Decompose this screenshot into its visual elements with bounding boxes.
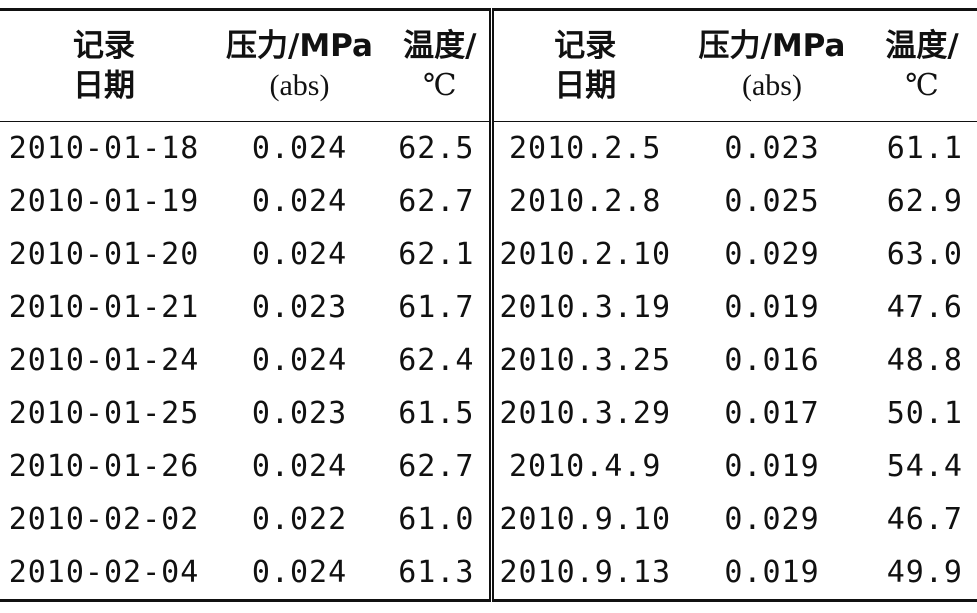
cell-pressure-left: 0.024 xyxy=(251,555,348,590)
table-row: 2010-02-02 0.022 61.0 2010.9.10 0.029 46… xyxy=(0,493,977,546)
cell-date-right: 2010.3.19 xyxy=(499,290,672,325)
table-row: 2010-01-19 0.024 62.7 2010.2.8 0.025 62.… xyxy=(0,175,977,228)
header-text: (abs) xyxy=(269,69,330,102)
cell-date-right: 2010.9.13 xyxy=(499,555,672,590)
header-temperature-left: 温度/ ℃ xyxy=(391,9,494,122)
cell-temperature-left: 62.5 xyxy=(391,121,494,175)
header-record-date-right: 记录 日期 xyxy=(491,9,677,122)
cell-temperature-right: 46.7 xyxy=(886,502,963,537)
table-header: 记录 日期 压力/MPa (abs) 温度/ ℃ 记录 日期 压力/MPa xyxy=(0,9,977,122)
cell-pressure-left: 0.023 xyxy=(251,290,348,325)
cell-temperature-left: 62.7 xyxy=(391,175,494,228)
cell-date-left: 2010-01-21 xyxy=(8,290,200,325)
table-row: 2010-01-25 0.023 61.5 2010.3.29 0.017 50… xyxy=(0,387,977,440)
cell-temperature-right: 61.1 xyxy=(886,131,963,166)
cell-date-left: 2010-01-18 xyxy=(8,131,200,166)
header-text: 记录 xyxy=(73,28,135,64)
cell-date-left: 2010-01-19 xyxy=(8,184,200,219)
cell-pressure-left: 0.022 xyxy=(251,502,348,537)
cell-pressure-right: 0.017 xyxy=(724,396,820,431)
header-pressure-left: 压力/MPa (abs) xyxy=(208,9,391,122)
cell-pressure-right: 0.019 xyxy=(724,290,820,325)
header-text: 压力/MPa xyxy=(698,28,846,64)
cell-pressure-left: 0.024 xyxy=(251,131,348,166)
header-record-date-left: 记录 日期 xyxy=(0,9,208,122)
cell-date-right: 2010.3.25 xyxy=(499,343,672,378)
header-text: ℃ xyxy=(905,69,939,102)
cell-pressure-left: 0.024 xyxy=(251,449,348,484)
cell-temperature-right: 54.4 xyxy=(886,449,963,484)
cell-pressure-right: 0.025 xyxy=(724,184,820,219)
table-row: 2010-01-26 0.024 62.7 2010.4.9 0.019 54.… xyxy=(0,440,977,493)
cell-pressure-left: 0.024 xyxy=(251,184,348,219)
cell-date-left: 2010-02-02 xyxy=(8,502,200,537)
cell-temperature-left: 61.5 xyxy=(391,387,494,440)
cell-date-left: 2010-02-04 xyxy=(8,555,200,590)
table-row: 2010-01-18 0.024 62.5 2010.2.5 0.023 61.… xyxy=(0,121,977,175)
table-row: 2010-01-24 0.024 62.4 2010.3.25 0.016 48… xyxy=(0,334,977,387)
cell-temperature-right: 50.1 xyxy=(886,396,963,431)
header-text: 压力/MPa xyxy=(226,28,373,64)
header-text: 温度/ xyxy=(885,28,959,64)
cell-temperature-left: 61.0 xyxy=(391,493,494,546)
cell-temperature-right: 48.8 xyxy=(886,343,963,378)
cell-pressure-right: 0.016 xyxy=(724,343,820,378)
header-text: 温度/ xyxy=(403,28,477,64)
cell-pressure-right: 0.019 xyxy=(724,555,820,590)
cell-pressure-right: 0.019 xyxy=(724,449,820,484)
cell-pressure-left: 0.024 xyxy=(251,237,348,272)
cell-temperature-left: 62.1 xyxy=(391,228,494,281)
header-text: ℃ xyxy=(422,69,457,102)
table-body: 2010-01-18 0.024 62.5 2010.2.5 0.023 61.… xyxy=(0,121,977,601)
cell-pressure-left: 0.024 xyxy=(251,343,348,378)
header-text: (abs) xyxy=(742,69,802,102)
cell-pressure-right: 0.029 xyxy=(724,502,820,537)
cell-date-right: 2010.2.5 xyxy=(509,131,662,166)
cell-date-right: 2010.4.9 xyxy=(509,449,662,484)
header-text: 日期 xyxy=(554,68,617,104)
cell-temperature-right: 63.0 xyxy=(886,237,963,272)
cell-temperature-right: 62.9 xyxy=(886,184,963,219)
header-text: 日期 xyxy=(73,68,135,104)
cell-date-right: 2010.9.10 xyxy=(499,502,672,537)
cell-date-left: 2010-01-20 xyxy=(8,237,200,272)
cell-pressure-right: 0.023 xyxy=(724,131,820,166)
cell-temperature-left: 62.7 xyxy=(391,440,494,493)
table-row: 2010-01-20 0.024 62.1 2010.2.10 0.029 63… xyxy=(0,228,977,281)
cell-date-left: 2010-01-24 xyxy=(8,343,200,378)
cell-pressure-left: 0.023 xyxy=(251,396,348,431)
cell-temperature-left: 61.7 xyxy=(391,281,494,334)
cell-date-right: 2010.2.10 xyxy=(499,237,672,272)
header-text: 记录 xyxy=(554,28,617,64)
cell-temperature-right: 49.9 xyxy=(886,555,963,590)
header-row: 记录 日期 压力/MPa (abs) 温度/ ℃ 记录 日期 压力/MPa xyxy=(0,9,977,122)
header-pressure-right: 压力/MPa (abs) xyxy=(677,9,867,122)
table-row: 2010-02-04 0.024 61.3 2010.9.13 0.019 49… xyxy=(0,546,977,601)
cell-temperature-left: 62.4 xyxy=(391,334,494,387)
cell-temperature-left: 61.3 xyxy=(391,546,494,601)
cell-date-left: 2010-01-26 xyxy=(8,449,200,484)
table-row: 2010-01-21 0.023 61.7 2010.3.19 0.019 47… xyxy=(0,281,977,334)
cell-temperature-right: 47.6 xyxy=(886,290,963,325)
cell-pressure-right: 0.029 xyxy=(724,237,820,272)
cell-date-right: 2010.3.29 xyxy=(499,396,672,431)
cell-date-left: 2010-01-25 xyxy=(8,396,200,431)
cell-date-right: 2010.2.8 xyxy=(509,184,662,219)
pressure-temperature-table: 记录 日期 压力/MPa (abs) 温度/ ℃ 记录 日期 压力/MPa xyxy=(0,8,977,602)
header-temperature-right: 温度/ ℃ xyxy=(867,9,977,122)
